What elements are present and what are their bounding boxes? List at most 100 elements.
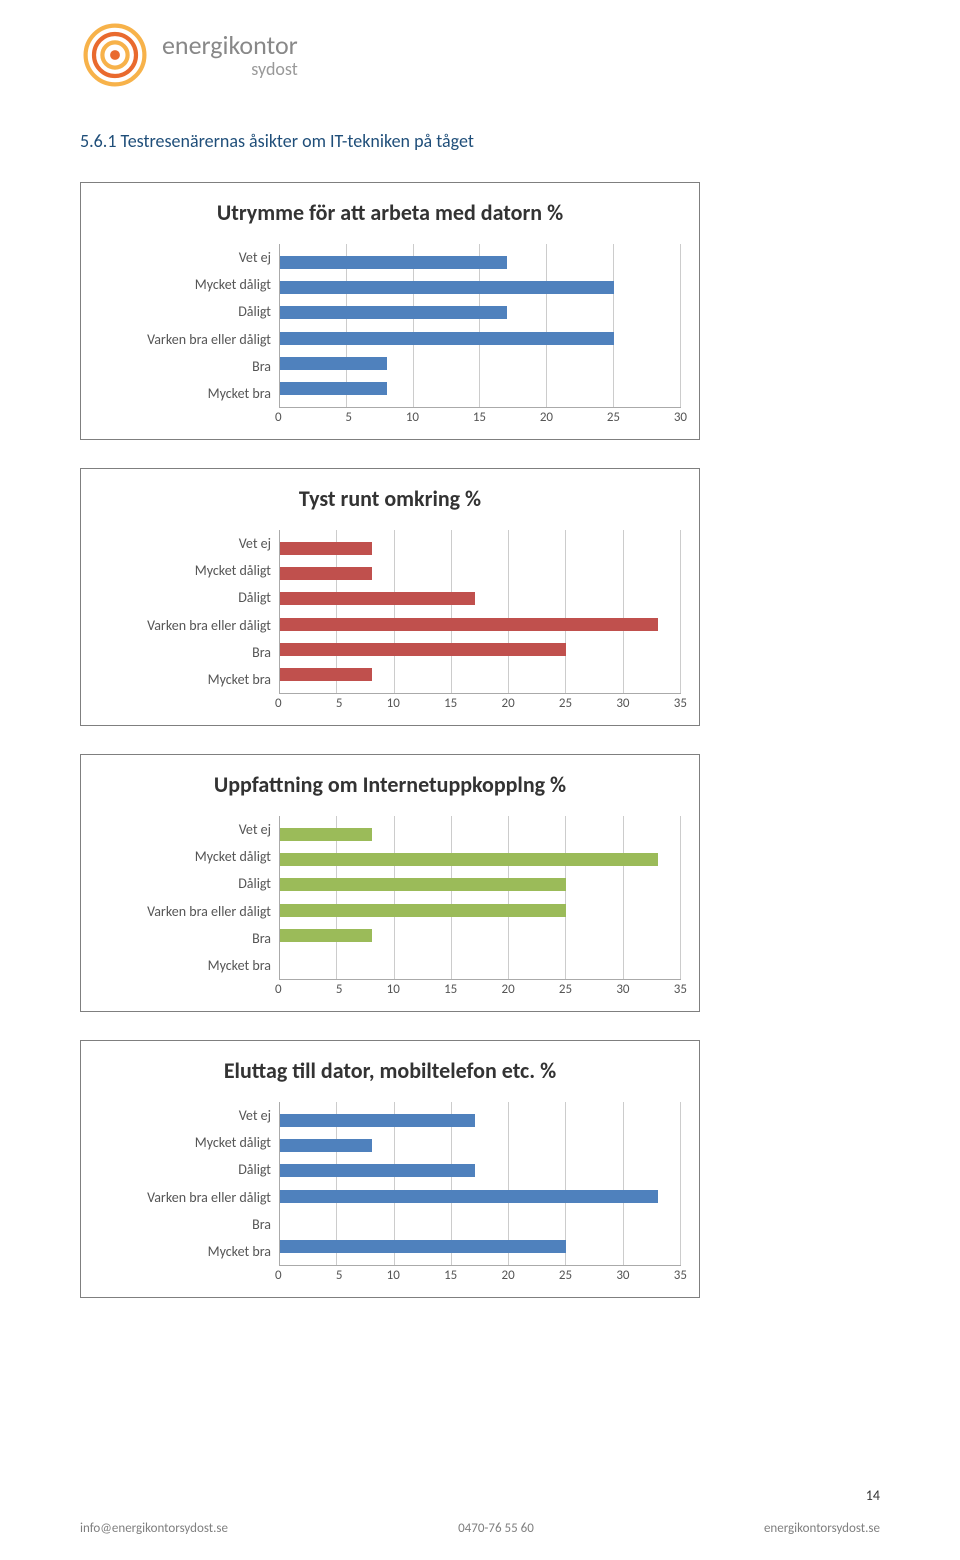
category-label: Mycket dåligt [99, 559, 271, 583]
category-label: Vet ej [99, 1104, 271, 1128]
tick-label: 20 [451, 696, 508, 711]
bar [280, 828, 372, 841]
tick-label: 5 [279, 696, 336, 711]
category-label: Dåligt [99, 872, 271, 896]
logo-header: energikontor sydost [80, 20, 880, 90]
tick-label: 25 [547, 410, 614, 425]
plot-area [279, 244, 681, 408]
tick-label: 35 [624, 696, 681, 711]
bar [280, 332, 614, 345]
bar-slot [280, 612, 681, 637]
bar-slot [280, 250, 681, 275]
tick-label: 35 [624, 982, 681, 997]
bar [280, 542, 372, 555]
category-label: Vet ej [99, 818, 271, 842]
tick-label: 35 [624, 1268, 681, 1283]
logo-sub: sydost [162, 60, 298, 78]
bar-slot [280, 1184, 681, 1209]
plot-area [279, 816, 681, 980]
category-label: Bra [99, 927, 271, 951]
tick-label: 20 [451, 1268, 508, 1283]
logo-text: energikontor sydost [162, 32, 298, 78]
bar-slot [280, 898, 681, 923]
bar [280, 904, 566, 917]
chart-body: Vet ejMycket dåligtDåligtVarken bra elle… [99, 530, 681, 694]
bar [280, 567, 372, 580]
bar-slot [280, 326, 681, 351]
tick-label: 15 [394, 696, 451, 711]
bar [280, 1190, 658, 1203]
bars [280, 244, 681, 407]
bar-slot [280, 1133, 681, 1158]
page-number: 14 [866, 1487, 880, 1504]
tick-label: 20 [480, 410, 547, 425]
charts-container: Utrymme för att arbeta med datorn %Vet e… [80, 182, 880, 1298]
x-axis-ticks: 05101520253035 [279, 1268, 681, 1283]
chart: Eluttag till dator, mobiltelefon etc. % V… [80, 1040, 700, 1298]
bar-slot [280, 872, 681, 897]
category-labels: Vet ejMycket dåligtDåligtVarken bra elle… [99, 1102, 279, 1266]
category-label: Mycket bra [99, 382, 271, 406]
footer-phone: 0470-76 55 60 [458, 1521, 534, 1536]
x-axis-ticks: 05101520253035 [279, 982, 681, 997]
bar-slot [280, 1209, 681, 1234]
bar-slot [280, 376, 681, 401]
chart-body: Vet ejMycket dåligtDåligtVarken bra elle… [99, 244, 681, 408]
bar-slot [280, 300, 681, 325]
bar [280, 1164, 475, 1177]
tick-label: 10 [336, 1268, 393, 1283]
tick-label: 15 [394, 1268, 451, 1283]
category-label: Bra [99, 1213, 271, 1237]
bars [280, 816, 681, 979]
category-label: Mycket dåligt [99, 273, 271, 297]
category-label: Dåligt [99, 586, 271, 610]
category-labels: Vet ejMycket dåligtDåligtVarken bra elle… [99, 244, 279, 408]
bar-slot [280, 561, 681, 586]
tick-label: 10 [336, 982, 393, 997]
chart-body: Vet ejMycket dåligtDåligtVarken bra elle… [99, 1102, 681, 1266]
bar [280, 1139, 372, 1152]
bar-slot [280, 822, 681, 847]
plot-area [279, 530, 681, 694]
x-axis-ticks: 051015202530 [279, 410, 681, 425]
tick-label: 25 [509, 1268, 566, 1283]
category-label: Dåligt [99, 300, 271, 324]
swirl-icon [80, 20, 150, 90]
bar-slot [280, 1158, 681, 1183]
bar [280, 618, 658, 631]
chart-title: Eluttag till dator, mobiltelefon etc. % [99, 1057, 681, 1084]
tick-label: 30 [614, 410, 681, 425]
bar [280, 929, 372, 942]
tick-label: 20 [451, 982, 508, 997]
bar-slot [280, 662, 681, 687]
bar [280, 878, 566, 891]
tick-label: 5 [279, 982, 336, 997]
footer-email: info@energikontorsydost.se [80, 1521, 228, 1536]
bar-slot [280, 351, 681, 376]
tick-label: 5 [279, 1268, 336, 1283]
logo-brand: energikontor [162, 32, 298, 58]
chart-title: Tyst runt omkring % [99, 485, 681, 512]
category-label: Mycket bra [99, 954, 271, 978]
bar [280, 1240, 566, 1253]
category-label: Mycket dåligt [99, 845, 271, 869]
bar [280, 306, 507, 319]
bar [280, 853, 658, 866]
category-label: Varken bra eller dåligt [99, 614, 271, 638]
category-label: Varken bra eller dåligt [99, 900, 271, 924]
bar-slot [280, 1234, 681, 1259]
category-label: Mycket bra [99, 1240, 271, 1264]
bar [280, 668, 372, 681]
tick-label: 30 [566, 696, 623, 711]
bar-slot [280, 536, 681, 561]
category-label: Mycket dåligt [99, 1131, 271, 1155]
tick-label: 30 [566, 982, 623, 997]
category-label: Bra [99, 355, 271, 379]
bar-slot [280, 847, 681, 872]
chart-body: Vet ej Mycket dåligt Dåligt Varken bra elle… [99, 816, 681, 980]
x-axis-ticks: 05101520253035 [279, 696, 681, 711]
bar-slot [280, 948, 681, 973]
category-label: Varken bra eller dåligt [99, 328, 271, 352]
bar-slot [280, 1108, 681, 1133]
bar [280, 357, 387, 370]
